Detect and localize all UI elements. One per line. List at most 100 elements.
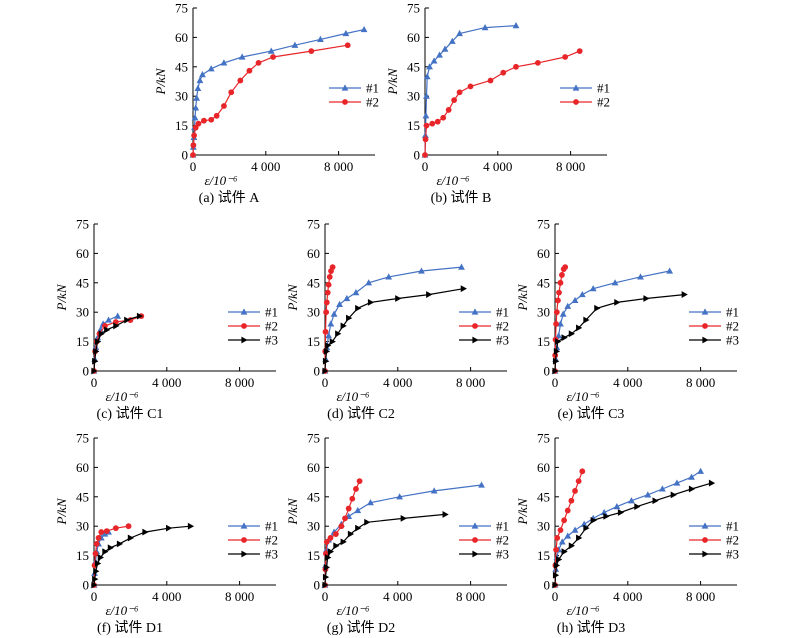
data-point — [445, 107, 452, 113]
data-point — [594, 304, 601, 312]
data-point — [603, 513, 610, 520]
data-point — [436, 51, 443, 58]
legend-label: #1 — [265, 519, 278, 534]
data-point — [195, 120, 202, 127]
data-point — [572, 488, 578, 494]
legend-marker — [240, 522, 248, 529]
y-tick-label: 45 — [537, 275, 550, 290]
x-tick-label: 0 — [322, 375, 329, 390]
x-tick-label: 4 000 — [251, 159, 280, 174]
data-point — [322, 328, 329, 335]
data-point — [555, 297, 561, 304]
y-tick-label: 75 — [307, 431, 320, 446]
legend-marker — [702, 336, 709, 344]
data-point — [434, 118, 441, 125]
series-n3 — [322, 511, 449, 589]
x-axis-label: ε/10⁻⁶ — [336, 389, 370, 404]
x-axis-label: ε/10⁻⁶ — [566, 603, 600, 618]
panel-caption: (g) 试件 D2 — [327, 620, 395, 636]
data-point — [670, 491, 677, 499]
data-point — [364, 518, 371, 526]
y-tick-label: 15 — [307, 334, 320, 349]
data-point — [628, 497, 635, 504]
legend-label: #2 — [366, 95, 379, 110]
series-n1 — [421, 22, 520, 158]
series-n3 — [322, 285, 467, 375]
data-point — [561, 517, 567, 524]
legend-marker — [702, 537, 708, 543]
x-tick-label: 0 — [91, 375, 98, 390]
data-point — [555, 338, 562, 345]
legend-label: #1 — [726, 519, 739, 534]
data-point — [440, 114, 447, 121]
legend-marker — [472, 537, 478, 543]
data-point — [166, 524, 173, 532]
series-n1 — [321, 481, 485, 588]
y-tick-label: 0 — [83, 578, 90, 593]
legend-marker — [472, 336, 479, 344]
data-point — [190, 142, 197, 149]
chart-panel-7: 0 15 30 45 60 75 0 4 000 8 000 P/kN ε/10⁻⁶ (g) 试件 D… — [285, 431, 509, 637]
data-point — [322, 581, 329, 589]
legend-label: #3 — [496, 333, 509, 348]
data-point — [92, 357, 99, 365]
data-point — [666, 267, 674, 274]
data-point — [367, 499, 374, 506]
data-point — [347, 530, 355, 538]
y-tick-label: 30 — [76, 305, 89, 320]
data-point — [571, 526, 579, 533]
data-point — [323, 550, 329, 557]
chart-panel-6: 0 15 30 45 60 75 0 4 000 8 000 P/kN ε/10⁻⁶ (f) 试件 D… — [54, 431, 278, 637]
data-point — [187, 522, 195, 530]
x-tick-label: 4 000 — [483, 159, 512, 174]
data-point — [330, 310, 338, 317]
data-point — [113, 322, 120, 330]
series-line — [554, 270, 670, 372]
data-point — [553, 546, 559, 553]
chart-panel-5: 0 15 30 45 60 75 0 4 000 8 000 P/kN ε/10⁻⁶ (e) 试件 C… — [515, 217, 739, 423]
y-axis-label: P/kN — [54, 497, 69, 525]
y-tick-label: 30 — [307, 519, 320, 534]
y-tick-label: 15 — [307, 548, 320, 563]
legend-marker — [702, 550, 709, 558]
data-point — [576, 534, 583, 542]
y-tick-label: 60 — [76, 246, 89, 261]
series-line — [424, 25, 517, 156]
y-tick-label: 75 — [76, 217, 89, 232]
legend-marker — [472, 323, 478, 329]
data-point — [556, 289, 562, 296]
data-point — [333, 542, 340, 550]
x-tick-label: 8 000 — [456, 589, 485, 604]
x-tick-label: 8 000 — [225, 375, 254, 390]
data-point — [643, 295, 650, 302]
series-line — [324, 266, 334, 372]
y-tick-label: 75 — [307, 217, 320, 232]
data-point — [323, 563, 331, 571]
y-axis-label: P/kN — [54, 283, 69, 311]
series-line — [324, 266, 462, 372]
data-point — [611, 279, 619, 286]
data-point — [422, 136, 429, 143]
y-axis-label: P/kN — [285, 497, 300, 525]
data-point — [395, 295, 402, 302]
data-point — [562, 264, 569, 271]
series-line — [192, 29, 365, 156]
data-point — [422, 112, 430, 119]
data-point — [93, 540, 100, 547]
y-tick-label: 60 — [307, 246, 320, 261]
legend-marker — [701, 308, 709, 315]
legend-label: #1 — [597, 81, 610, 96]
y-axis-label: P/kN — [515, 283, 530, 311]
data-point — [564, 302, 572, 309]
data-point — [333, 531, 339, 537]
panel-caption: (a) 试件 A — [199, 190, 261, 206]
data-point — [396, 493, 404, 500]
data-point — [400, 514, 407, 522]
data-point — [575, 478, 582, 485]
legend-marker — [471, 308, 479, 315]
data-point — [95, 535, 102, 541]
data-point — [190, 152, 196, 158]
series-line — [93, 525, 191, 586]
x-tick-label: 8 000 — [686, 589, 715, 604]
y-tick-label: 15 — [175, 118, 188, 133]
